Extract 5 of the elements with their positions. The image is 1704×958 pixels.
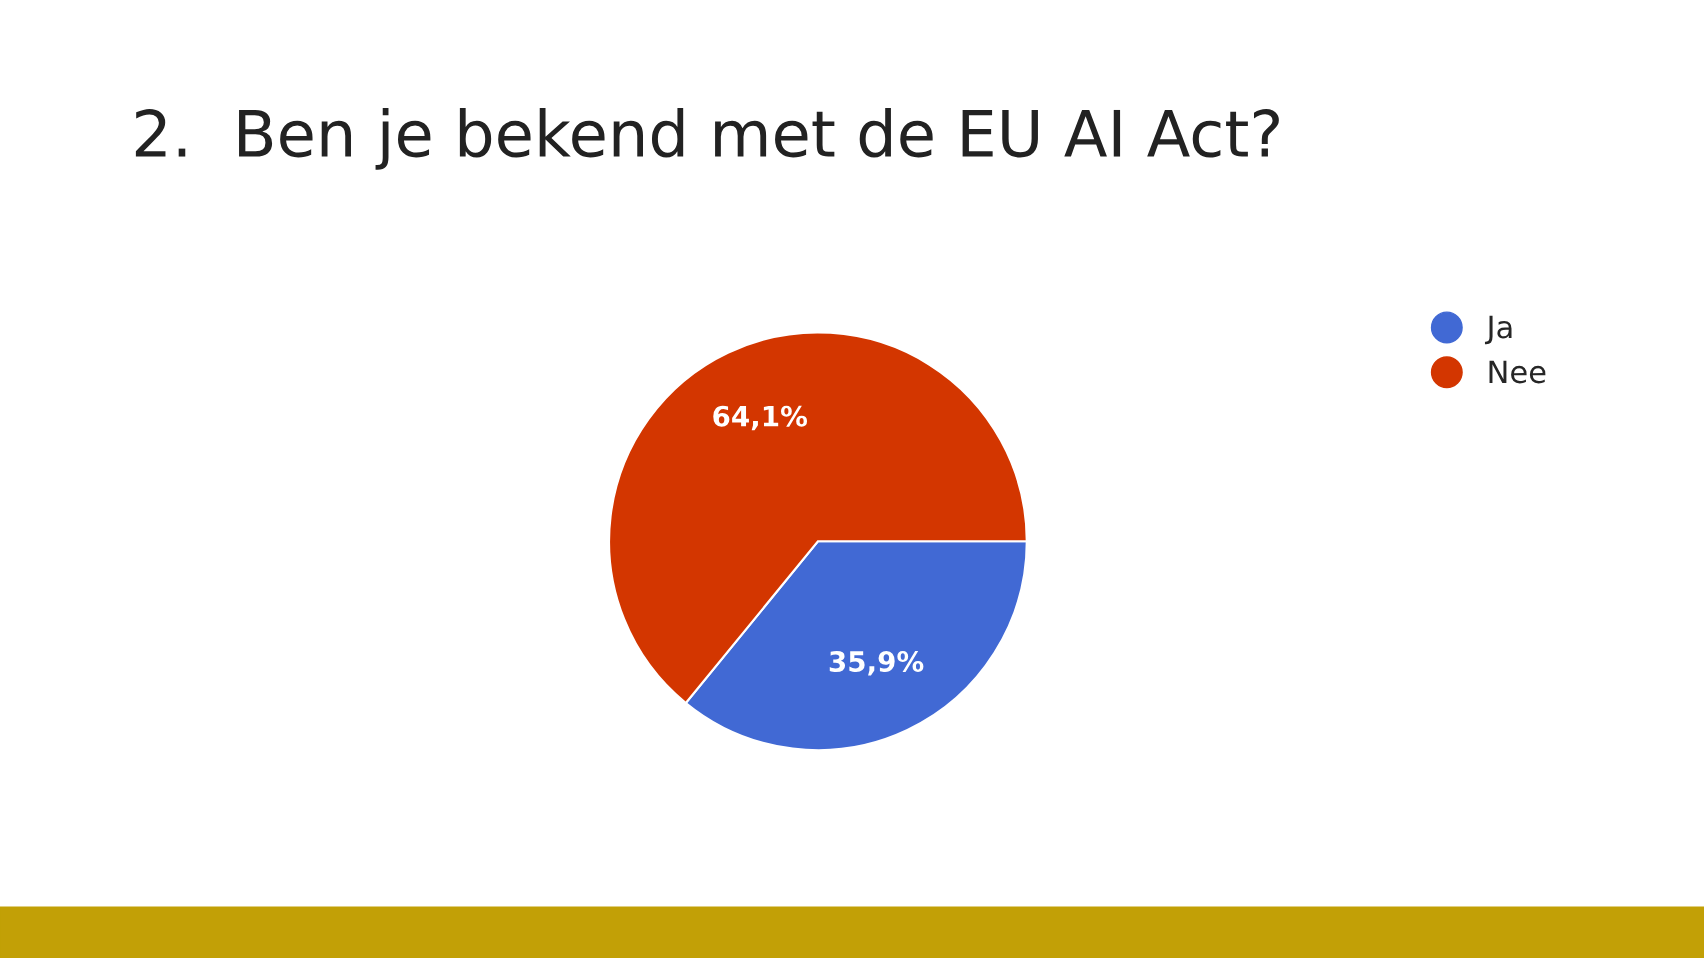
legend-label: Nee <box>1489 360 1546 384</box>
data-label: 64,1% <box>713 405 808 431</box>
data-label: 35,9% <box>829 650 924 676</box>
chart-title: 2. Ben je bekend met de EU AI Act? <box>135 107 1279 170</box>
legend-label: Ja <box>1484 315 1512 345</box>
